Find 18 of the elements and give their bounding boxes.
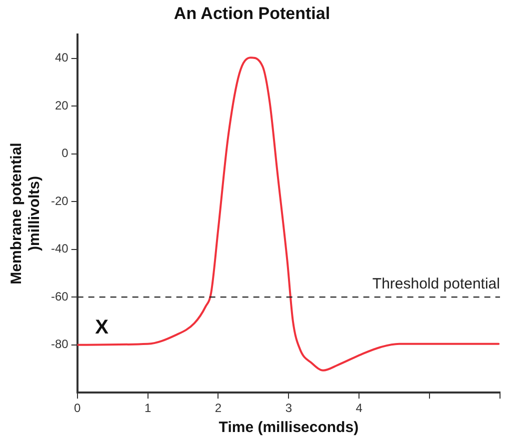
annotation: X	[95, 316, 110, 339]
x-tick-label: 3	[285, 401, 292, 416]
line-series	[77, 56, 500, 372]
x-tick-label: 4	[356, 401, 363, 416]
x-tick-label: 1	[144, 401, 152, 416]
y-tick-label: -40	[51, 242, 69, 256]
x-tick-label: 0	[74, 401, 81, 416]
ref-line-label: Threshold potential	[372, 276, 500, 293]
x-tick-label: 2	[214, 401, 222, 416]
y-tick-label: -60	[51, 289, 69, 304]
y-axis-title: Membrane potential )millivolts)	[8, 142, 44, 284]
y-tick-label: 40	[54, 50, 69, 65]
y-tick-label: -80	[51, 337, 69, 352]
x-axis-title: Time (milliseconds)	[218, 419, 359, 436]
y-tick-label: 20	[54, 98, 69, 112]
chart-title: An Action Potential	[174, 4, 330, 23]
y-tick-label: 0	[62, 146, 69, 160]
y-tick-label: -20	[51, 194, 69, 208]
